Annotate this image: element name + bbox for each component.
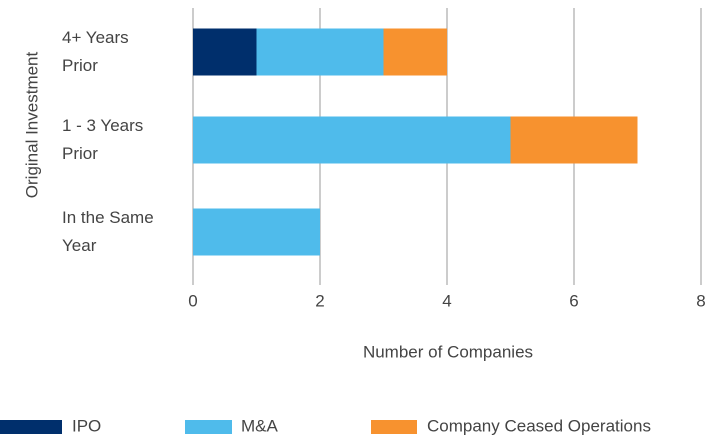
bar-segment [193,28,257,76]
legend-label: Company Ceased Operations [427,416,651,435]
bar-segment [383,28,447,76]
legend-label: M&A [241,416,279,435]
legend-label: IPO [72,416,101,435]
legend-swatch [185,420,232,434]
legend-swatch [371,420,417,434]
legend-swatch [0,420,62,434]
bar-segment [256,28,384,76]
x-tick-label: 2 [315,291,324,310]
y-tick-label: In the Same Year [62,208,154,255]
y-tick-label: 1 - 3 Years Prior [62,116,144,163]
x-tick-label: 0 [188,291,197,310]
x-axis-title: Number of Companies [363,342,533,361]
y-tick-label: 4+ Years Prior [62,28,129,75]
x-tick-label: 8 [696,291,705,310]
y-axis-title: Original Investment [22,51,41,198]
bar-segment [193,208,320,256]
bar-segment [510,116,638,164]
bar-segment [193,116,511,164]
x-tick-label: 6 [569,291,578,310]
x-tick-label: 4 [442,291,451,310]
